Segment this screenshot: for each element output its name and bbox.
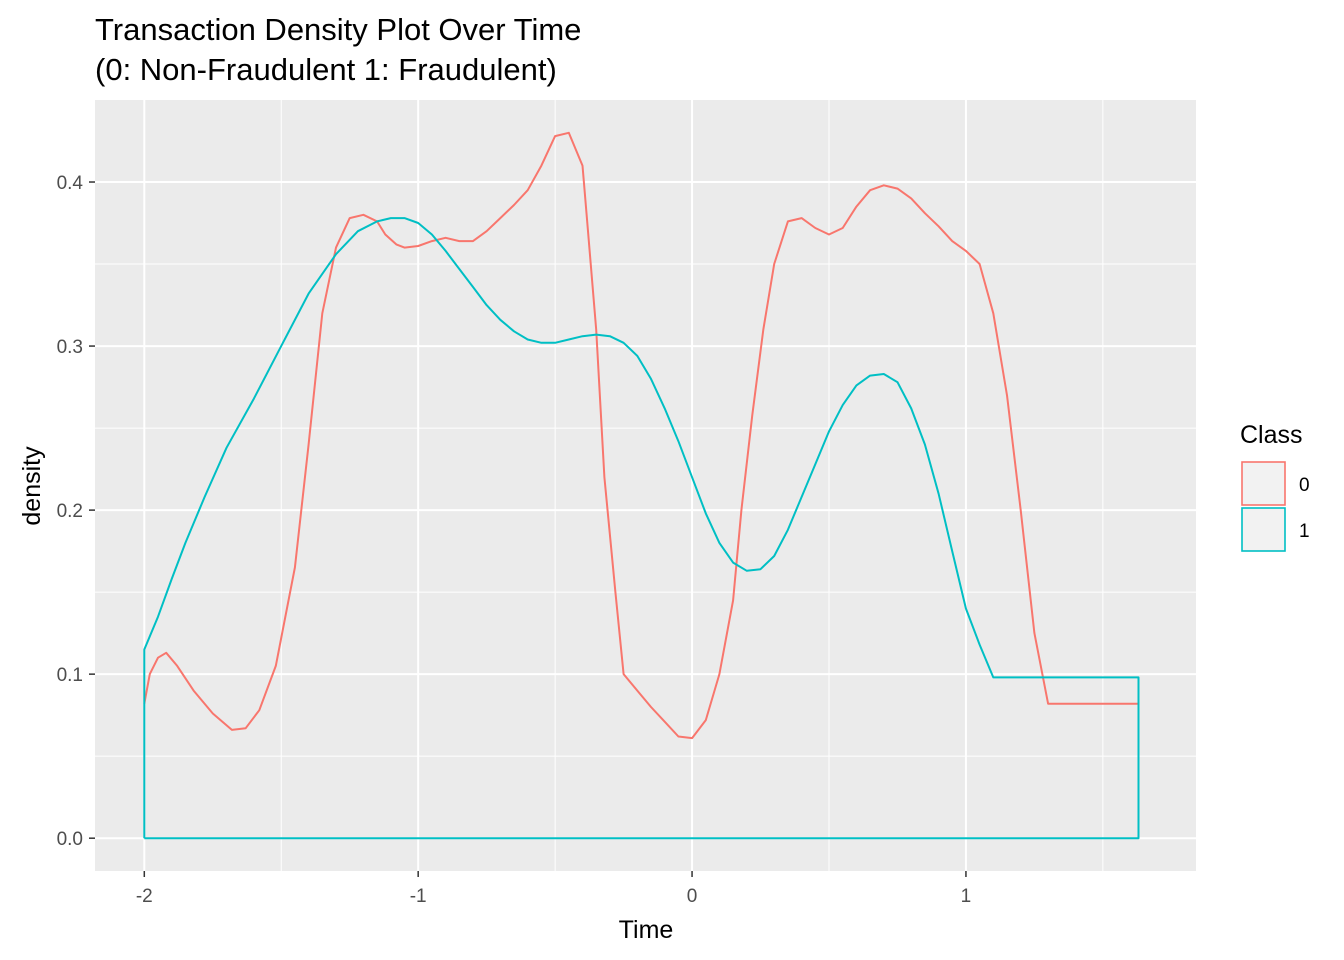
legend-label-1: 1 <box>1299 521 1310 542</box>
y-tick-label-1: 0.1 <box>57 665 83 686</box>
chart-title: Transaction Density Plot Over Time <box>95 12 581 47</box>
legend: Class 0 1 <box>1240 421 1310 552</box>
y-axis: 0.0 0.1 0.2 0.3 0.4 <box>57 173 95 850</box>
density-line-class-1 <box>143 217 1140 840</box>
density-line-class-0 <box>143 131 1139 740</box>
y-tick-label-4: 0.4 <box>57 173 84 194</box>
legend-swatch-0 <box>1241 461 1286 506</box>
legend-item-0: 0 <box>1241 461 1310 506</box>
y-tick-label-0: 0.0 <box>57 829 83 850</box>
chart-subtitle: (0: Non-Fraudulent 1: Fraudulent) <box>95 52 557 87</box>
x-tick-label-3: 1 <box>961 886 972 907</box>
minor-grid <box>95 100 1196 871</box>
x-axis-title: Time <box>619 916 674 944</box>
series-layer <box>143 131 1140 840</box>
y-axis-title: density <box>18 446 46 526</box>
y-tick-label-3: 0.3 <box>57 337 83 358</box>
legend-swatch-1 <box>1241 507 1286 552</box>
x-axis: -2 -1 0 1 <box>136 871 971 907</box>
y-tick-label-2: 0.2 <box>57 501 83 522</box>
plot-panel <box>95 100 1196 871</box>
x-tick-label-2: 0 <box>687 886 698 907</box>
legend-key-0 <box>1242 462 1285 505</box>
x-tick-label-0: -2 <box>136 886 153 907</box>
x-tick-label-1: -1 <box>410 886 427 907</box>
legend-title: Class <box>1240 421 1303 449</box>
legend-label-0: 0 <box>1299 475 1310 496</box>
legend-key-1 <box>1242 508 1285 551</box>
legend-item-1: 1 <box>1241 507 1310 552</box>
